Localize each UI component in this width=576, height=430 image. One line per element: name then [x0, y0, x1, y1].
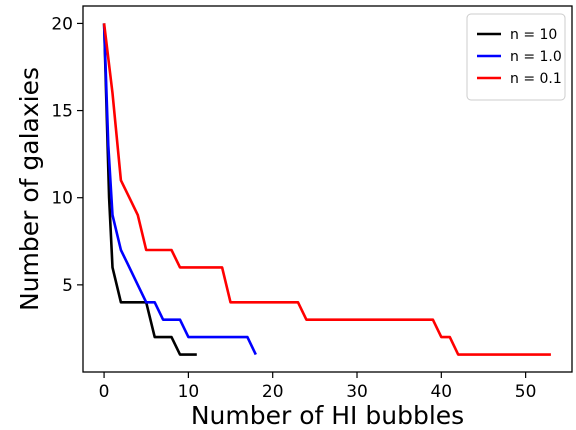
legend: n = 10 n = 1.0 n = 0.1 — [466, 13, 566, 101]
y-axis-label: Number of galaxies — [15, 67, 44, 311]
series-layer — [102, 23, 551, 356]
y-tick-label-3: 20 — [51, 14, 73, 34]
plot-frame — [82, 5, 573, 373]
legend-label-2: n = 0.1 — [510, 71, 562, 87]
ticks-layer: 0 10 20 30 40 50 5 10 15 20 — [51, 14, 536, 402]
x-tick-label-5: 50 — [515, 382, 537, 402]
x-tick-label-3: 30 — [346, 382, 368, 402]
y-tick-label-0: 5 — [62, 276, 73, 296]
series-line-1 — [102, 23, 257, 356]
x-tick-label-1: 10 — [178, 382, 200, 402]
x-tick-label-2: 20 — [262, 382, 284, 402]
legend-label-1: n = 1.0 — [510, 49, 562, 65]
legend-label-0: n = 10 — [510, 27, 557, 43]
series-line-2 — [102, 23, 551, 356]
x-axis-label: Number of HI bubbles — [191, 401, 464, 430]
x-tick-label-4: 40 — [430, 382, 452, 402]
series-line-0 — [102, 23, 197, 356]
y-tick-label-2: 15 — [51, 102, 73, 122]
y-tick-label-1: 10 — [51, 189, 73, 209]
x-tick-label-0: 0 — [99, 382, 110, 402]
